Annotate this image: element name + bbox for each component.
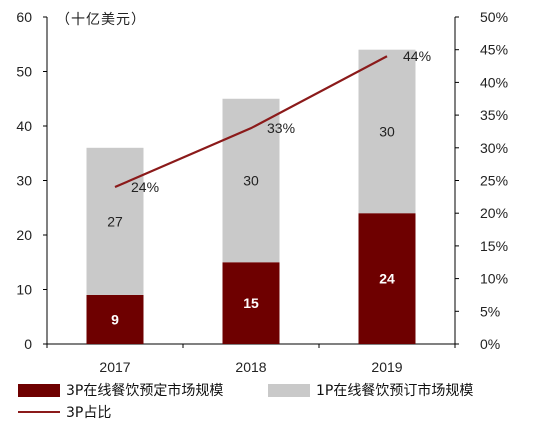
- y-tick-label: 50: [16, 64, 32, 80]
- bar-3p-data-label: 15: [243, 295, 259, 311]
- bars: [86, 49, 416, 344]
- y2-tick-label: 50%: [480, 9, 508, 25]
- y2-tick-label: 20%: [480, 205, 508, 221]
- y-tick-label: 40: [16, 118, 32, 134]
- x-tick-label: 2018: [235, 359, 266, 375]
- legend-swatch-share: [18, 411, 60, 413]
- legend-swatch-3p: [18, 383, 60, 397]
- axes: 0 10 20 30 40 50 60 0% 5% 10% 15% 20% 25% 30% 35% 40% 45…: [16, 9, 508, 375]
- y2-tick-label: 5%: [480, 303, 500, 319]
- share-data-label: 44%: [403, 48, 431, 64]
- bar-3p: [358, 213, 416, 344]
- chart: （十亿美元） 0 10 20 30 40 50 60 0% 5% 10% 15% 20% 25% 30% 3…: [16, 9, 508, 375]
- bar-1p-data-label: 30: [243, 173, 259, 189]
- legend-label-3p: 3P在线餐饮预定市场规模: [66, 383, 224, 399]
- legend-item-1p: 1P在线餐饮预订市场规模: [268, 380, 473, 400]
- share-line-layer: [114, 55, 388, 189]
- unit-label: （十亿美元）: [56, 12, 146, 28]
- bar-1p: [86, 147, 144, 295]
- legend-swatch-1p: [268, 383, 310, 397]
- bar-1p-data-label: 27: [107, 213, 123, 229]
- y2-tick-label: 25%: [480, 173, 508, 189]
- y-tick-label: 60: [16, 9, 32, 25]
- y2-tick-label: 15%: [480, 238, 508, 254]
- legend: 3P在线餐饮预定市场规模 1P在线餐饮预订市场规模 3P占比: [0, 380, 536, 431]
- share-data-label: 33%: [267, 120, 295, 136]
- y2-tick-label: 0%: [480, 336, 500, 352]
- y2-tick-label: 10%: [480, 271, 508, 287]
- share-data-label: 24%: [131, 179, 159, 195]
- data-labels: 9 27 15 30 24 30 24% 33% 44%: [107, 48, 431, 327]
- y-tick-label: 20: [16, 227, 32, 243]
- x-tick-label: 2019: [371, 359, 402, 375]
- legend-label-share: 3P占比: [66, 405, 112, 421]
- bar-1p: [358, 49, 416, 214]
- legend-item-3p: 3P在线餐饮预定市场规模: [18, 380, 223, 400]
- bar-1p-data-label: 30: [379, 123, 395, 139]
- y-tick-label: 10: [16, 282, 32, 298]
- x-tick-label: 2017: [99, 359, 130, 375]
- bar-3p-data-label: 24: [379, 271, 395, 287]
- legend-label-1p: 1P在线餐饮预订市场规模: [316, 383, 474, 399]
- legend-item-share: 3P占比: [18, 402, 111, 422]
- bar-3p: [222, 262, 280, 344]
- y-tick-label: 30: [16, 173, 32, 189]
- bar-1p: [222, 98, 280, 263]
- y2-tick-label: 30%: [480, 140, 508, 156]
- y2-tick-label: 45%: [480, 42, 508, 58]
- bar-3p: [86, 294, 144, 344]
- y2-tick-label: 40%: [480, 74, 508, 90]
- bar-3p-data-label: 9: [111, 311, 119, 327]
- y-tick-label: 0: [24, 336, 32, 352]
- y2-tick-label: 35%: [480, 107, 508, 123]
